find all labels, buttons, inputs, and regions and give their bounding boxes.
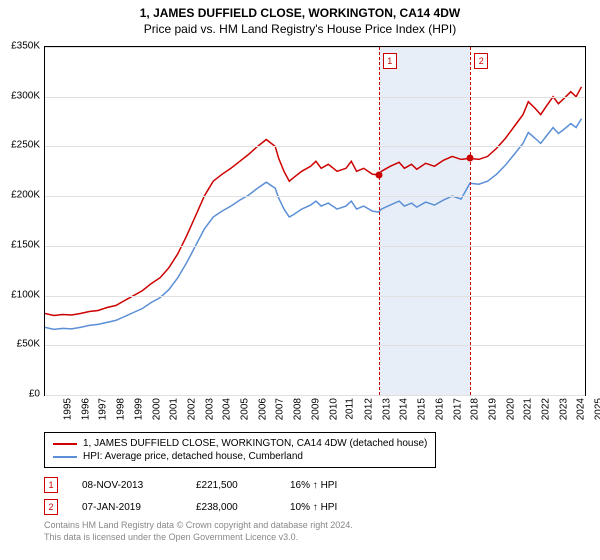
y-tick-label: £300K bbox=[4, 90, 40, 101]
transaction-price: £221,500 bbox=[196, 480, 266, 491]
x-tick-label: 2013 bbox=[381, 398, 392, 420]
transaction-row: 1 08-NOV-2013 £221,500 16% ↑ HPI bbox=[44, 474, 337, 496]
x-tick-label: 2025 bbox=[593, 398, 600, 420]
gridline bbox=[45, 97, 585, 98]
gridline bbox=[45, 395, 585, 396]
x-tick-label: 2018 bbox=[469, 398, 480, 420]
y-tick-label: £0 bbox=[4, 389, 40, 400]
y-tick-label: £100K bbox=[4, 289, 40, 300]
x-tick-label: 2002 bbox=[186, 398, 197, 420]
transaction-delta: 10% ↑ HPI bbox=[290, 502, 337, 513]
marker-label: 2 bbox=[474, 53, 488, 69]
chart-lines-svg bbox=[45, 47, 585, 395]
transaction-date: 08-NOV-2013 bbox=[82, 480, 172, 491]
transaction-price: £238,000 bbox=[196, 502, 266, 513]
series-line bbox=[45, 119, 582, 330]
y-tick-label: £200K bbox=[4, 190, 40, 201]
x-tick-label: 2010 bbox=[328, 398, 339, 420]
x-tick-label: 1995 bbox=[62, 398, 73, 420]
legend-item: HPI: Average price, detached house, Cumb… bbox=[53, 450, 427, 463]
x-tick-label: 1998 bbox=[115, 398, 126, 420]
transaction-num: 2 bbox=[44, 499, 58, 515]
legend-label: HPI: Average price, detached house, Cumb… bbox=[83, 451, 303, 462]
x-tick-label: 1999 bbox=[133, 398, 144, 420]
x-tick-label: 1996 bbox=[80, 398, 91, 420]
x-tick-label: 2005 bbox=[239, 398, 250, 420]
x-tick-label: 2003 bbox=[204, 398, 215, 420]
x-tick-label: 2023 bbox=[558, 398, 569, 420]
marker-vline bbox=[470, 47, 471, 395]
x-tick-label: 2011 bbox=[345, 398, 356, 420]
x-tick-label: 2019 bbox=[487, 398, 498, 420]
x-tick-label: 2015 bbox=[416, 398, 427, 420]
x-tick-label: 2024 bbox=[576, 398, 587, 420]
legend-label: 1, JAMES DUFFIELD CLOSE, WORKINGTON, CA1… bbox=[83, 438, 427, 449]
x-tick-label: 2021 bbox=[523, 398, 534, 420]
transaction-row: 2 07-JAN-2019 £238,000 10% ↑ HPI bbox=[44, 496, 337, 518]
x-tick-label: 2004 bbox=[222, 398, 233, 420]
chart-subtitle: Price paid vs. HM Land Registry's House … bbox=[0, 20, 600, 40]
x-tick-label: 2001 bbox=[168, 398, 179, 420]
x-tick-label: 2000 bbox=[151, 398, 162, 420]
gridline bbox=[45, 47, 585, 48]
y-tick-label: £150K bbox=[4, 239, 40, 250]
footer-line2: This data is licensed under the Open Gov… bbox=[44, 532, 353, 544]
x-tick-label: 2008 bbox=[292, 398, 303, 420]
x-tick-label: 2020 bbox=[505, 398, 516, 420]
transactions-table: 1 08-NOV-2013 £221,500 16% ↑ HPI 2 07-JAN-201… bbox=[44, 474, 337, 518]
gridline bbox=[45, 246, 585, 247]
marker-vline bbox=[379, 47, 380, 395]
x-tick-label: 2006 bbox=[257, 398, 268, 420]
x-tick-label: 2007 bbox=[275, 398, 286, 420]
gridline bbox=[45, 345, 585, 346]
transaction-date: 07-JAN-2019 bbox=[82, 502, 172, 513]
x-tick-label: 2022 bbox=[540, 398, 551, 420]
x-tick-label: 2012 bbox=[363, 398, 374, 420]
gridline bbox=[45, 146, 585, 147]
legend: 1, JAMES DUFFIELD CLOSE, WORKINGTON, CA1… bbox=[44, 432, 436, 468]
legend-swatch bbox=[53, 456, 77, 458]
marker-label: 1 bbox=[383, 53, 397, 69]
y-tick-label: £350K bbox=[4, 41, 40, 52]
series-line bbox=[45, 87, 582, 316]
x-tick-label: 2017 bbox=[452, 398, 463, 420]
transaction-point bbox=[375, 171, 382, 178]
gridline bbox=[45, 196, 585, 197]
x-tick-label: 2009 bbox=[310, 398, 321, 420]
gridline bbox=[45, 296, 585, 297]
legend-item: 1, JAMES DUFFIELD CLOSE, WORKINGTON, CA1… bbox=[53, 437, 427, 450]
transaction-num: 1 bbox=[44, 477, 58, 493]
x-tick-label: 2014 bbox=[399, 398, 410, 420]
footer-attribution: Contains HM Land Registry data © Crown c… bbox=[44, 520, 353, 543]
y-tick-label: £50K bbox=[4, 339, 40, 350]
transaction-point bbox=[467, 155, 474, 162]
y-tick-label: £250K bbox=[4, 140, 40, 151]
legend-swatch bbox=[53, 443, 77, 445]
transaction-delta: 16% ↑ HPI bbox=[290, 480, 337, 491]
x-tick-label: 2016 bbox=[434, 398, 445, 420]
chart-title: 1, JAMES DUFFIELD CLOSE, WORKINGTON, CA1… bbox=[0, 0, 600, 20]
chart-plot-area: 12 bbox=[44, 46, 586, 396]
x-tick-label: 1997 bbox=[98, 398, 109, 420]
footer-line1: Contains HM Land Registry data © Crown c… bbox=[44, 520, 353, 532]
